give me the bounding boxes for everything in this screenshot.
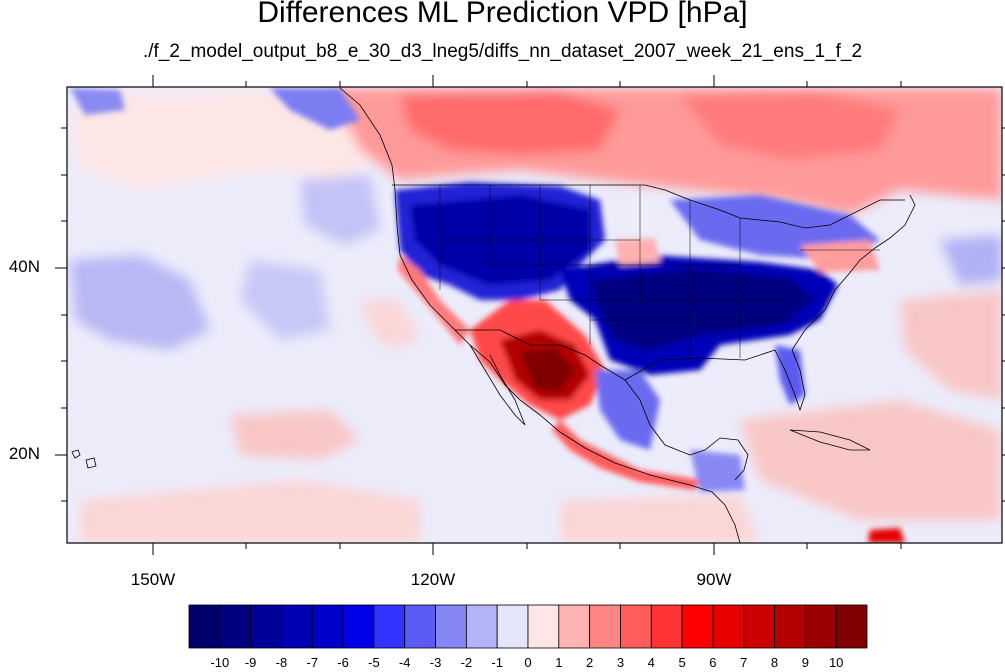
- colorbar-tick-label: -5: [368, 655, 380, 670]
- anomaly-atlantic-blue: [940, 235, 1002, 285]
- coastline-north-america: [339, 87, 741, 543]
- anomaly-florida-blue: [775, 345, 805, 405]
- coastline-baja: [469, 344, 526, 426]
- colorbar-swatch: [188, 604, 221, 649]
- coastline-gulf-north: [624, 349, 776, 381]
- colorbar-swatch: [743, 604, 775, 649]
- lon-label-150w: 150W: [130, 570, 176, 589]
- vpd-difference-map: [55, 75, 1005, 555]
- colorbar-tick-label: -8: [275, 655, 288, 670]
- anomaly-southwest-red-core: [520, 348, 575, 392]
- colorbar-tick-label: 7: [740, 655, 748, 670]
- anomaly-caribbean-red: [868, 528, 905, 543]
- colorbar-tick-label: 5: [678, 655, 686, 670]
- lat-label-20n: 20N: [8, 444, 40, 463]
- lat-label-40n: 40N: [8, 257, 40, 276]
- anomaly-canada-red-core: [400, 92, 620, 155]
- anomaly-alaska-blue: [270, 88, 360, 130]
- coastline-east: [791, 194, 916, 351]
- colorbar-tick-label: -10: [210, 655, 230, 670]
- anomaly-california-fringe: [398, 255, 470, 345]
- colorbar-tick-label: 10: [828, 655, 844, 670]
- colorbar-tick-label: 3: [616, 655, 625, 670]
- colorbar-tick-label: 2: [586, 655, 594, 670]
- colorbar-swatch: [311, 604, 344, 649]
- state-borders: [439, 185, 880, 360]
- colorbar-swatch: [219, 604, 252, 649]
- colorbar-swatch: [774, 604, 806, 649]
- anomaly-pacific-blue: [70, 255, 210, 350]
- colorbar-swatch: [496, 604, 529, 649]
- colorbar-tick-label: -1: [491, 655, 503, 670]
- coastline-hawaii: [71, 449, 97, 469]
- anomaly-caribbean-pink: [740, 400, 1000, 520]
- colorbar-tick-label: -3: [429, 655, 442, 670]
- colorbar-tick-label: -9: [244, 655, 257, 670]
- colorbar-tick-label: -2: [460, 655, 473, 670]
- colorbar-tick-label: 1: [555, 655, 563, 670]
- anomaly-us-central-core: [590, 268, 815, 350]
- anomaly-yucatan-blue: [690, 450, 745, 492]
- anomaly-mexico-blue: [595, 370, 660, 450]
- colorbar-swatch: [373, 604, 406, 649]
- colorbar-tick-label: -4: [398, 655, 411, 670]
- colorbar: [188, 604, 868, 649]
- map-subtitle: ./f_2_model_output_b8_e_30_d3_lneg5/diff…: [142, 41, 863, 62]
- colorbar-swatch: [835, 604, 868, 649]
- border-canada-us: [392, 184, 905, 229]
- lat-ticks: [55, 127, 1005, 502]
- colorbar-swatch: [804, 604, 837, 649]
- colorbar-tick-label: 6: [709, 655, 717, 670]
- coastline-gulf: [599, 364, 749, 481]
- colorbar-tick-label: 8: [770, 655, 779, 670]
- colorbar-swatch: [281, 604, 313, 649]
- colorbar-swatch: [527, 604, 560, 649]
- border-us-mexico: [455, 329, 601, 366]
- colorbar-swatch: [404, 604, 436, 649]
- colorbar-swatch: [342, 604, 375, 649]
- coastline-florida: [774, 349, 806, 412]
- colorbar-tick-label: 0: [524, 655, 532, 670]
- lon-label-90w: 90W: [696, 570, 732, 589]
- colorbar-swatch: [650, 604, 683, 649]
- colorbar-swatch: [620, 604, 652, 649]
- map-title: Differences ML Prediction VPD [hPa]: [257, 0, 748, 29]
- colorbar-swatch: [435, 604, 467, 649]
- colorbar-tick-label: 4: [647, 655, 655, 670]
- anomaly-canada-red-core: [680, 92, 900, 160]
- anomaly-northeast-pink: [800, 240, 880, 272]
- anomaly-plains-pink: [615, 238, 660, 265]
- colorbar-swatch: [712, 604, 745, 649]
- coastline-cuba: [789, 429, 871, 451]
- lon-label-120w: 120W: [410, 570, 456, 589]
- colorbar-tick-label: 9: [801, 655, 809, 670]
- anomaly-alaska-blue: [70, 88, 125, 115]
- anomaly-pacific-pink: [230, 410, 360, 460]
- colorbar-swatch: [465, 604, 498, 649]
- anomaly-caribbean-pink: [560, 495, 760, 543]
- colorbar-swatch: [558, 604, 591, 649]
- colorbar-tick-label: -6: [337, 655, 349, 670]
- anomaly-mexico-coast-red: [552, 420, 700, 490]
- anomaly-pacific-blue: [240, 260, 330, 340]
- lon-ticks: [152, 75, 902, 555]
- anomaly-pacific-pink: [80, 480, 420, 543]
- colorbar-swatch: [681, 604, 714, 649]
- colorbar-swatch: [589, 604, 621, 649]
- anomaly-pacific-pink: [360, 300, 420, 350]
- colorbar-tick-label: -7: [306, 655, 319, 670]
- colorbar-swatch: [250, 604, 282, 649]
- anomaly-pacific-blue: [300, 175, 380, 245]
- anomaly-atlantic-pink: [900, 290, 1002, 400]
